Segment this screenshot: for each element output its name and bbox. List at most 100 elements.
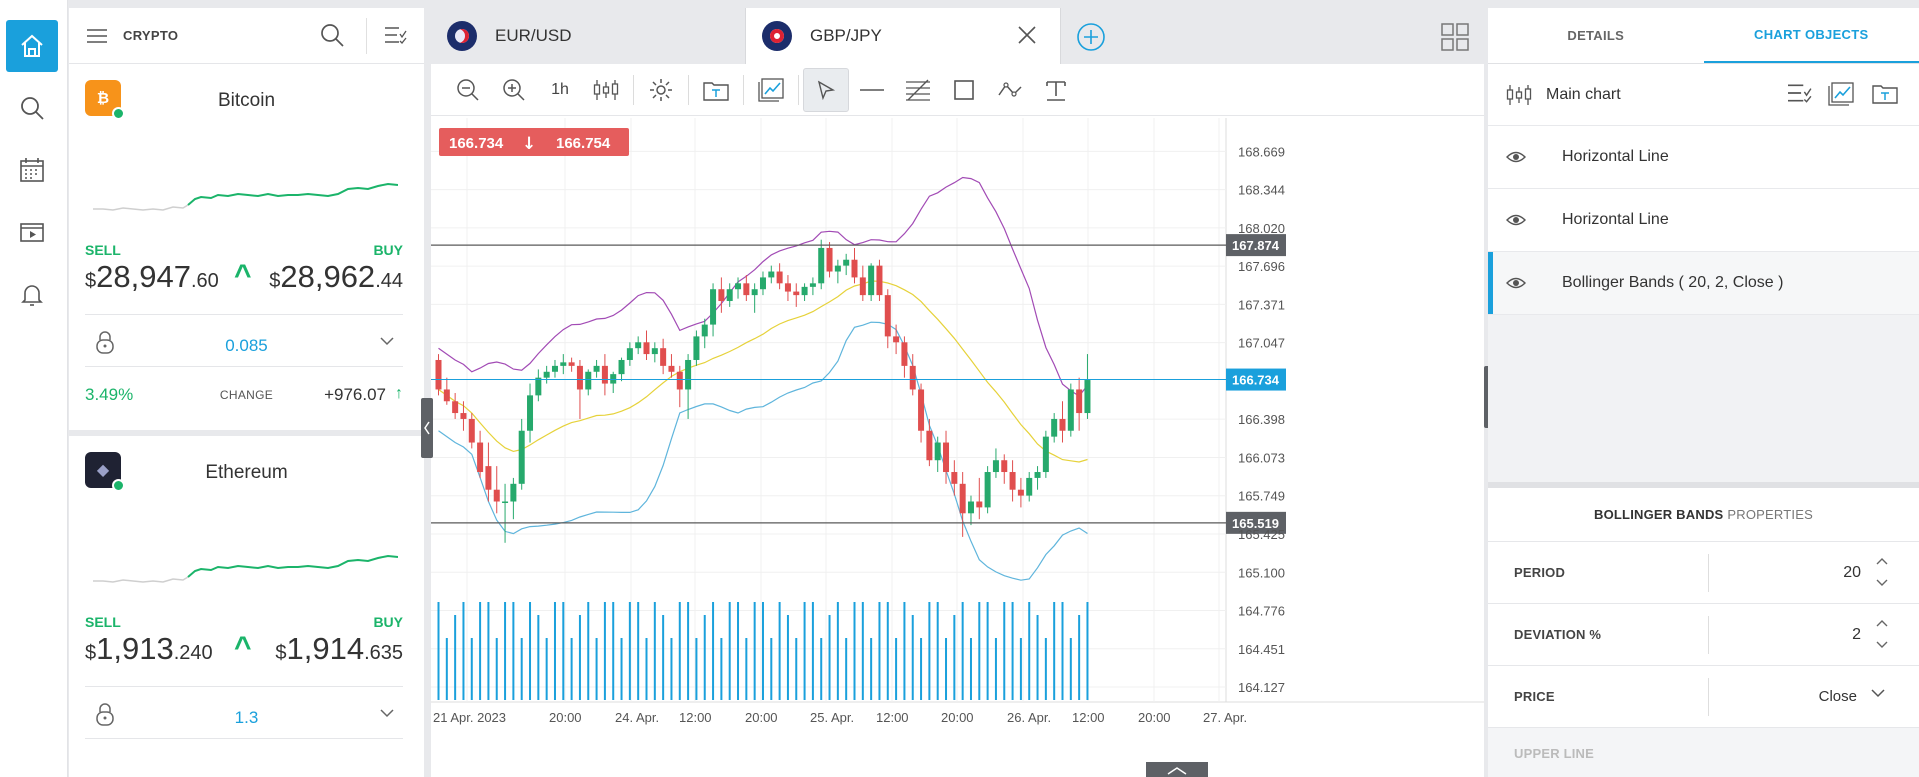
indicators-button[interactable] xyxy=(748,68,794,112)
spread-value: 0.085 xyxy=(225,336,268,355)
y-tick-label: 168.020 xyxy=(1238,221,1285,236)
sell-price-decimals: .240 xyxy=(173,642,213,664)
home-button[interactable] xyxy=(6,20,58,72)
list-settings-icon[interactable] xyxy=(385,26,407,44)
templates-button[interactable] xyxy=(693,68,739,112)
price-up-caret-icon: ^ xyxy=(234,259,252,292)
candle-body xyxy=(1026,477,1033,496)
eye-icon[interactable] xyxy=(1506,276,1526,290)
horizontal-line-tool-button[interactable] xyxy=(849,68,895,112)
period-stepper-icon[interactable] xyxy=(1875,556,1889,588)
horizontal-lines[interactable]: 167.874 165.519 166.734 xyxy=(431,234,1286,534)
volume-bar xyxy=(1044,638,1047,700)
notifications-button[interactable] xyxy=(6,268,58,320)
timeframe-button[interactable]: 1h xyxy=(551,80,569,98)
horizontal-line-price: 165.519 xyxy=(1232,516,1279,531)
buy-price-button[interactable]: $28,962.44 xyxy=(269,259,403,295)
x-axis-scroll-handle[interactable] xyxy=(1146,762,1208,777)
zoom-out-icon xyxy=(457,78,479,101)
collapse-left-handle[interactable] xyxy=(421,398,433,458)
row-divider xyxy=(85,366,403,367)
chart-type-button[interactable] xyxy=(583,68,629,112)
sell-price-button[interactable]: $1,913.240 xyxy=(85,631,213,667)
chevron-down-icon[interactable] xyxy=(1871,688,1885,698)
main-chart-label: Main chart xyxy=(1546,85,1621,103)
deviation-input[interactable]: 2 xyxy=(1852,626,1861,643)
chevron-down-icon[interactable] xyxy=(380,708,394,718)
indicators-icon[interactable] xyxy=(1828,82,1854,106)
volume-bar xyxy=(928,602,931,700)
instrument-card-ethereum[interactable]: ◆ Ethereum SELL BUY $1,913.240 ^ $1,914.… xyxy=(69,436,424,777)
bell-icon xyxy=(21,285,43,306)
search-button[interactable] xyxy=(6,82,58,134)
calendar-button[interactable] xyxy=(6,144,58,196)
volume-bar xyxy=(870,638,873,700)
folder-template-icon[interactable] xyxy=(1872,82,1898,104)
main-chart-row[interactable]: Main chart xyxy=(1488,64,1919,126)
candles xyxy=(435,239,1091,543)
eye-icon[interactable] xyxy=(1506,213,1526,227)
volume-bar xyxy=(520,638,523,700)
eye-icon[interactable] xyxy=(1506,150,1526,164)
chart-settings-button[interactable] xyxy=(638,68,684,112)
chart-object-row[interactable]: Horizontal Line xyxy=(1488,189,1919,252)
tab-gbp-jpy[interactable]: GBP/JPY xyxy=(746,8,1061,64)
trendline-tool-button[interactable] xyxy=(987,68,1033,112)
chart-object-row[interactable]: Horizontal Line xyxy=(1488,126,1919,189)
row-divider xyxy=(85,314,403,315)
tab-eur-usd[interactable]: EUR/USD xyxy=(431,8,746,64)
fibonacci-tool-button[interactable] xyxy=(895,68,941,112)
tab-details[interactable]: DETAILS xyxy=(1567,28,1625,43)
sell-price-button[interactable]: $28,947.60 xyxy=(85,259,219,295)
candle-body xyxy=(793,291,800,296)
instrument-name: Bitcoin xyxy=(217,90,276,111)
volume-bar xyxy=(770,638,773,700)
tab-chart-objects[interactable]: CHART OBJECTS xyxy=(1703,8,1919,63)
zoom-in-icon xyxy=(503,78,525,101)
row-divider xyxy=(1708,678,1709,716)
candle-body xyxy=(610,374,617,384)
volume-bar xyxy=(437,602,440,700)
buy-label: BUY xyxy=(373,614,403,630)
zoom-in-button[interactable] xyxy=(491,68,537,112)
chart-object-row-selected[interactable]: Bollinger Bands ( 20, 2, Close ) xyxy=(1488,252,1919,315)
add-tab-icon[interactable] xyxy=(1076,22,1106,52)
zoom-out-button[interactable] xyxy=(445,68,491,112)
video-button[interactable] xyxy=(6,206,58,258)
candle-body xyxy=(784,283,791,292)
deviation-stepper-icon[interactable] xyxy=(1875,618,1889,650)
volume-bar xyxy=(778,602,781,700)
sell-label: SELL xyxy=(85,614,121,630)
current-price-label: 166.734 xyxy=(1232,373,1280,388)
lock-icon[interactable] xyxy=(95,330,115,354)
instrument-card-bitcoin[interactable]: ₿ Bitcoin SELL BUY $28,947.60 ^ $28,962.… xyxy=(69,64,424,436)
volume-bar xyxy=(570,638,573,700)
volume-bar xyxy=(1086,602,1089,700)
close-tab-icon[interactable] xyxy=(1016,24,1038,46)
price-select[interactable]: Close xyxy=(1818,688,1857,705)
volume-bar xyxy=(895,638,898,700)
video-icon xyxy=(20,223,44,242)
text-tool-button[interactable] xyxy=(1033,68,1079,112)
bitcoin-glyph: ₿ xyxy=(96,89,110,107)
ethereum-icon: ◆ xyxy=(85,452,125,492)
chart-object-label: Bollinger Bands ( 20, 2, Close ) xyxy=(1562,274,1784,291)
volume-bar xyxy=(828,615,831,700)
lock-icon[interactable] xyxy=(95,702,115,726)
buy-price-button[interactable]: $1,914.635 xyxy=(275,631,403,667)
menu-icon[interactable] xyxy=(87,28,107,44)
candle-body xyxy=(851,259,858,278)
sell-price-main: 1,913 xyxy=(96,631,174,666)
period-input[interactable]: 20 xyxy=(1843,564,1861,581)
chart-object-label: Horizontal Line xyxy=(1562,148,1669,165)
candle-body xyxy=(1009,472,1016,490)
cursor-tool-button[interactable] xyxy=(803,67,849,112)
volume-bar xyxy=(761,602,764,700)
upper-line-section[interactable]: UPPER LINE xyxy=(1488,728,1919,777)
layout-grid-icon[interactable] xyxy=(1440,22,1470,52)
list-settings-icon[interactable] xyxy=(1788,82,1812,104)
watchlist-search-icon[interactable] xyxy=(319,22,345,48)
chevron-down-icon[interactable] xyxy=(380,336,394,346)
rectangle-tool-button[interactable] xyxy=(941,68,987,112)
